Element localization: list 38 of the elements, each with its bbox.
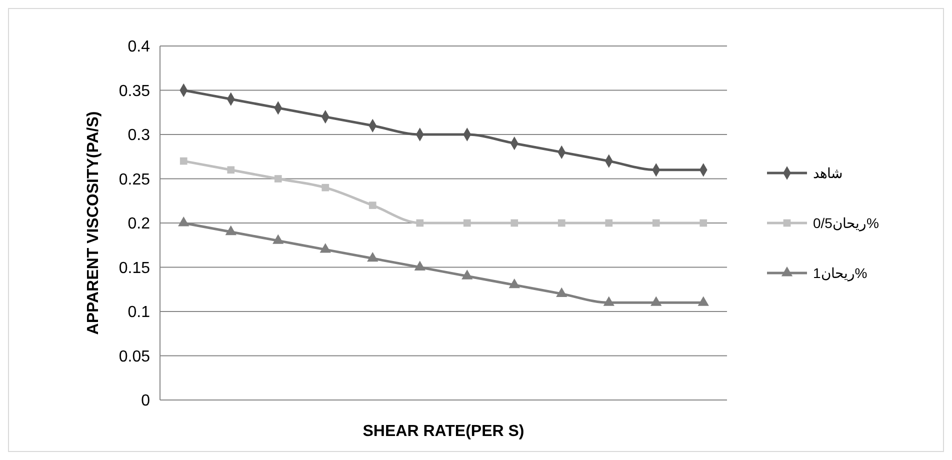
- y-tick-label: 0.1: [128, 304, 150, 322]
- y-tick-label: 0.3: [128, 127, 150, 144]
- x-axis-title: SHEAR RATE(PER S): [362, 423, 524, 440]
- legend-label: شاهد: [813, 164, 843, 181]
- point: [416, 219, 424, 227]
- point: [225, 225, 236, 236]
- point: [274, 175, 282, 182]
- point: [272, 234, 284, 244]
- y-tick-label: 0.35: [118, 82, 150, 100]
- point: [322, 184, 330, 192]
- point: [227, 166, 235, 174]
- point: [700, 219, 708, 227]
- point: [180, 157, 188, 165]
- y-tick-label: 0.4: [128, 38, 150, 56]
- point: [463, 219, 471, 227]
- legend-label: ريحان1%: [813, 264, 868, 282]
- point: [368, 202, 376, 209]
- point: [320, 243, 331, 253]
- y-tick-label: 0.2: [128, 216, 150, 233]
- y-tick-label: 0.25: [118, 171, 150, 188]
- y-tick-label: 0: [141, 392, 150, 410]
- point: [603, 296, 614, 306]
- point: [367, 252, 378, 262]
- legend-label: ريحان0/5%: [813, 214, 879, 232]
- point: [178, 216, 190, 226]
- point: [556, 287, 568, 298]
- point: [462, 270, 473, 280]
- y-tick-label: 0.15: [118, 260, 150, 277]
- point: [605, 219, 613, 227]
- point: [508, 278, 520, 288]
- point: [558, 219, 566, 227]
- y-axis-title: APPARENT VISCOSITY(PA/S): [85, 111, 102, 335]
- point: [652, 219, 660, 227]
- point: [510, 219, 518, 227]
- point: [414, 260, 426, 270]
- point: [650, 296, 662, 306]
- y-tick-label: 0.05: [118, 348, 150, 366]
- point: [698, 296, 709, 306]
